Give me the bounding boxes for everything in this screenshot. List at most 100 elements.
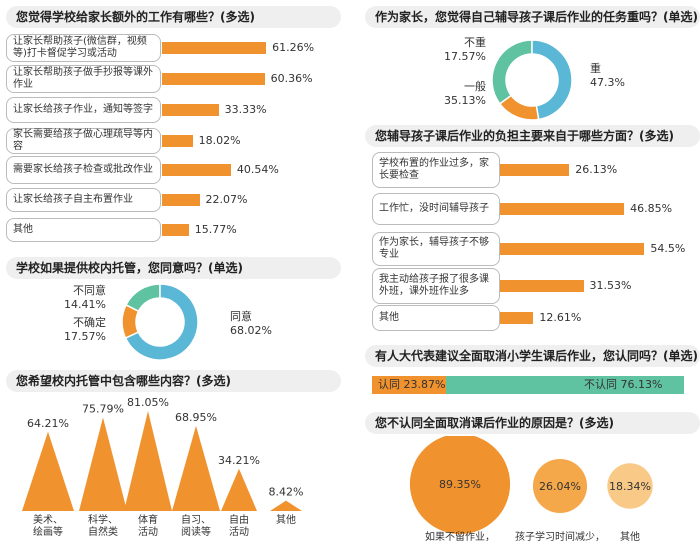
q4-slice-2 <box>531 39 573 121</box>
q2-slice-1 <box>125 283 161 313</box>
q2-slice-value-0: 14.41% <box>64 298 106 311</box>
q1-value-label-1: 60.36% <box>270 72 313 85</box>
q3-value-label-3: 68.95% <box>175 411 217 424</box>
q3-triangle-3 <box>172 425 220 511</box>
q3-category-label-0: 美术、绘画等 <box>33 513 63 538</box>
q5-bar-2 <box>500 243 645 255</box>
q2-slice-name-1: 不确定 <box>73 315 106 329</box>
q1-category-1: 让家长帮助孩子做手抄报等课外作业 <box>6 65 161 93</box>
q7-value-label-2: 18.34% <box>609 480 651 493</box>
q5-bar-chart: 学校布置的作业过多，家长要检查 26.13% 工作忙，没时间辅导孩子 46.85% 作为… <box>360 0 700 340</box>
q7-bubble-0 <box>409 436 511 535</box>
q7-category-label-0: 如果不留作业， <box>425 530 495 543</box>
q3-value-label-0: 64.21% <box>27 417 69 430</box>
q5-value-label-4: 12.61% <box>539 311 582 324</box>
q6-category-1: 不认同 <box>584 378 621 391</box>
q5-value-label-1: 46.85% <box>630 202 673 215</box>
q1-bar-1 <box>162 73 265 85</box>
q1-category-0: 让家长帮助孩子(微信群，视频等)打卡督促学习或活动 <box>6 34 161 62</box>
q7-category-label-1: 孩子学习时间减少， <box>515 530 605 543</box>
q4-slice-value-2: 47.3% <box>590 76 625 89</box>
q5-category-4: 其他 <box>372 305 500 331</box>
q1-bar-chart: 让家长帮助孩子(微信群，视频等)打卡督促学习或活动 61.26% 让家长帮助孩子做手… <box>0 0 345 250</box>
q6-segment-label-1: 不认同 76.13% <box>584 379 662 391</box>
q6-value-0: 23.87% <box>403 378 446 391</box>
q1-bar-6 <box>162 224 189 236</box>
q5-title: 您辅导孩子课后作业的负担主要来自于哪些方面？(多选) <box>365 125 700 147</box>
q2-slice-name-0: 不同意 <box>73 283 106 297</box>
q5-bar-3 <box>500 280 584 292</box>
q1-category-4: 需要家长给孩子检查或批改作业 <box>6 156 161 184</box>
q1-bar-3 <box>162 135 193 147</box>
q1-bar-4 <box>162 164 231 176</box>
q6-segment-label-0: 认同 23.87% <box>378 379 445 391</box>
q1-value-label-6: 15.77% <box>194 223 237 236</box>
q1-bar-5 <box>162 194 200 206</box>
q4-slice-value-1: 35.13% <box>444 94 486 107</box>
q3-category-label-4: 自由活动 <box>229 513 249 538</box>
q3-category-label-1: 科学、自然类 <box>88 513 118 538</box>
q2-slice-value-2: 68.02% <box>230 324 272 337</box>
q3-triangle-2 <box>124 411 172 511</box>
q7-bubble-1 <box>532 458 588 514</box>
q5-category-1: 工作忙，没时间辅导孩子 <box>372 193 500 225</box>
q1-value-label-2: 33.33% <box>224 103 267 116</box>
q1-bar-0 <box>162 42 267 54</box>
q4-slice-name-2: 重 <box>590 61 601 75</box>
q1-category-5: 让家长给孩子自主布置作业 <box>6 188 161 212</box>
q7-bubble-2 <box>607 463 653 509</box>
q7-category-label-2: 其他 <box>620 530 640 543</box>
q3-triangle-1 <box>79 417 127 511</box>
q7-value-label-0: 89.35% <box>439 478 481 491</box>
q3-category-label-2: 体育活动 <box>138 513 158 538</box>
q6-segment-1 <box>446 376 684 394</box>
q3-value-label-1: 75.79% <box>82 402 124 415</box>
q5-bar-0 <box>500 164 570 176</box>
q1-value-label-5: 22.07% <box>205 193 248 206</box>
q3-title: 您希望校内托管中包含哪些内容？(多选) <box>6 370 341 392</box>
q1-value-label-4: 40.54% <box>236 163 279 176</box>
q2-slice-name-2: 同意 <box>230 309 252 323</box>
q1-title: 您觉得学校给家长额外的工作有哪些？(多选) <box>6 6 341 28</box>
q6-title: 有人大代表建议全面取消小学生课后作业，您认同吗？(单选) <box>365 345 700 367</box>
q5-bar-4 <box>500 312 534 324</box>
q5-category-3: 我主动给孩子报了很多课外班，课外班作业多 <box>372 268 500 304</box>
q3-value-label-4: 34.21% <box>218 454 260 467</box>
q5-category-2: 作为家长，辅导孩子不够专业 <box>372 232 500 266</box>
q6-value-1: 76.13% <box>620 378 663 391</box>
q2-title: 学校如果提供校内托管，您同意吗？(单选) <box>6 257 341 279</box>
q5-category-0: 学校布置的作业过多，家长要检查 <box>372 152 500 188</box>
q1-value-label-0: 61.26% <box>272 41 315 54</box>
q1-category-3: 家长需要给孩子做心理疏导等内容 <box>6 128 161 154</box>
q7-bubble-chart: 89.35% 如果不留作业， 26.04% 孩子学习时间减少， 18.34% 其他 <box>409 436 653 543</box>
q4-slice-value-0: 17.57% <box>444 50 486 63</box>
q7-value-label-1: 26.04% <box>539 480 581 493</box>
q3-value-label-5: 8.42% <box>269 486 304 499</box>
q7-title: 您不认同全面取消课后作业的原因是？(多选) <box>365 412 700 434</box>
q5-value-label-3: 31.53% <box>589 279 632 292</box>
q4-slice-name-1: 一般 <box>464 80 486 93</box>
q1-value-label-3: 18.02% <box>198 134 241 147</box>
q3-triangle-0 <box>22 431 74 511</box>
q6-category-0: 认同 <box>378 378 404 391</box>
q5-bar-1 <box>500 203 625 215</box>
q4-title: 作为家长，您觉得自己辅导孩子课后作业的任务重吗？(单选) <box>365 6 700 28</box>
q3-triangle-5 <box>270 500 302 511</box>
q5-value-label-2: 54.5% <box>650 242 686 255</box>
q3-value-label-2: 81.05% <box>127 396 169 409</box>
q3-category-label-3: 自习、阅读等 <box>181 513 211 538</box>
q4-slice-name-0: 不重 <box>464 35 486 49</box>
q5-value-label-0: 26.13% <box>575 163 618 176</box>
q6-stacked-bar: 认同 23.87% 不认同 76.13% <box>372 374 684 396</box>
q1-category-6: 其他 <box>6 218 161 242</box>
q1-category-2: 让家长给孩子作业，通知等签字 <box>6 97 161 123</box>
q1-bar-2 <box>162 104 219 116</box>
q6-segment-0 <box>372 376 447 394</box>
q2-slice-2 <box>124 283 199 361</box>
q3-triangle-4 <box>221 468 257 511</box>
q2-slice-value-1: 17.57% <box>64 330 106 343</box>
q3-triangle-chart: 64.21% 美术、绘画等 75.79% 科学、自然类 81.05% 体育活动 68.95%… <box>22 396 304 538</box>
q3-category-label-5: 其他 <box>276 513 296 526</box>
